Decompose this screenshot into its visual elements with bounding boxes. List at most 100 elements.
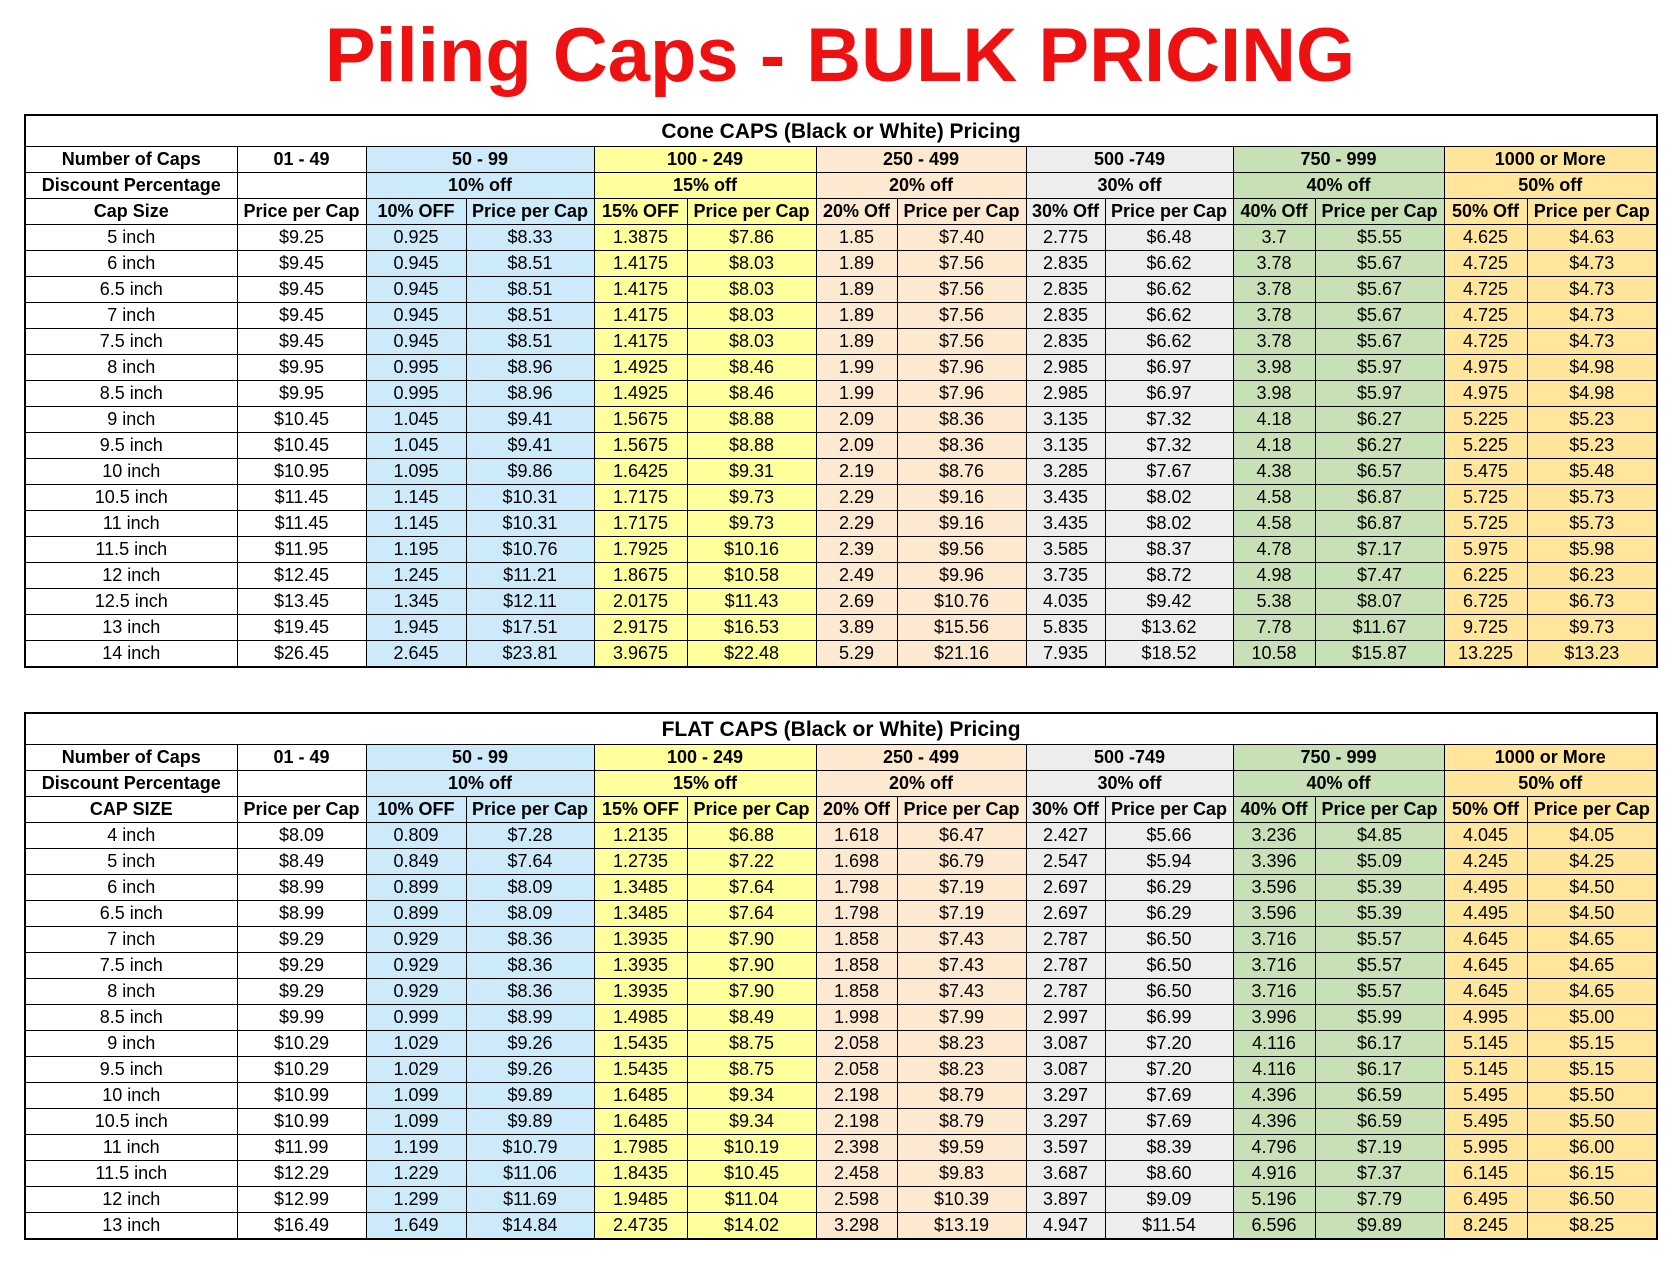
data-row: 10.5 inch $10.99 1.099 $9.89 1.6485 $9.34 2.19… [24, 1108, 1658, 1135]
data-row: 11 inch $11.99 1.199 $10.79 1.7985 $10.19 2.39… [24, 1134, 1658, 1161]
data-cell: 5.495 [1443, 1082, 1528, 1109]
data-cell: 3.236 [1232, 822, 1316, 849]
data-row: 10.5 inch $11.45 1.145 $10.31 1.7175 $9.73 2.2… [24, 484, 1658, 511]
data-cell: 11.5 inch [24, 1160, 238, 1187]
data-cell: $7.22 [686, 848, 817, 875]
data-cell: $6.62 [1104, 302, 1234, 329]
data-cell: 3.7 [1232, 224, 1316, 251]
data-cell: 5 inch [24, 224, 238, 251]
data-cell: $6.62 [1104, 250, 1234, 277]
data-cell: 0.945 [365, 302, 467, 329]
caption-row: FLAT CAPS (Black or White) Pricing [24, 712, 1658, 745]
data-cell: 4.916 [1232, 1160, 1316, 1187]
column-header: Price per Cap [465, 796, 595, 823]
data-cell: $6.29 [1104, 900, 1234, 927]
column-header: Price per Cap [1314, 198, 1445, 225]
data-cell: 2.835 [1025, 276, 1106, 303]
data-cell: 3.716 [1232, 952, 1316, 979]
data-cell: 7 inch [24, 302, 238, 329]
data-cell: $8.09 [236, 822, 367, 849]
data-cell: $9.29 [236, 978, 367, 1005]
data-cell: $8.09 [465, 900, 595, 927]
data-row: 7.5 inch $9.45 0.945 $8.51 1.4175 $8.03 1.89 $7… [24, 328, 1658, 355]
data-cell: $8.96 [465, 354, 595, 381]
data-cell: 3.89 [815, 614, 898, 641]
data-cell: 4.725 [1443, 276, 1528, 303]
data-cell: $8.03 [686, 276, 817, 303]
data-cell: $13.19 [896, 1212, 1027, 1240]
data-cell: 4.975 [1443, 354, 1528, 381]
data-cell: $21.16 [896, 640, 1027, 668]
data-cell: 3.996 [1232, 1004, 1316, 1031]
data-row: 9 inch $10.29 1.029 $9.26 1.5435 $8.75 2.058 $8… [24, 1030, 1658, 1057]
data-cell: $9.45 [236, 276, 367, 303]
data-cell: 3.435 [1025, 510, 1106, 537]
data-cell: 4.78 [1232, 536, 1316, 563]
data-cell: 10.5 inch [24, 1108, 238, 1135]
data-cell: $7.47 [1314, 562, 1445, 589]
data-cell: 1.2135 [593, 822, 688, 849]
data-cell: $5.67 [1314, 328, 1445, 355]
data-cell: $10.45 [236, 432, 367, 459]
data-cell: 1.4175 [593, 328, 688, 355]
data-cell: $8.07 [1314, 588, 1445, 615]
data-cell: $9.26 [465, 1030, 595, 1057]
data-row: 9.5 inch $10.45 1.045 $9.41 1.5675 $8.88 2.09 $… [24, 432, 1658, 459]
data-cell: $7.90 [686, 978, 817, 1005]
data-cell: 5.38 [1232, 588, 1316, 615]
data-cell: $6.59 [1314, 1108, 1445, 1135]
data-cell: $10.31 [465, 484, 595, 511]
header-cell: 1000 or More [1443, 744, 1658, 771]
column-header: 40% Off [1232, 796, 1316, 823]
data-cell: $7.64 [686, 900, 817, 927]
data-row: 8.5 inch $9.95 0.995 $8.96 1.4925 $8.46 1.99 $7… [24, 380, 1658, 407]
data-cell: $9.73 [686, 484, 817, 511]
data-cell: $4.65 [1526, 978, 1658, 1005]
column-header: Price per Cap [1526, 796, 1658, 823]
data-cell: $9.29 [236, 952, 367, 979]
data-cell: $8.51 [465, 328, 595, 355]
data-cell: $7.56 [896, 276, 1027, 303]
data-cell: $23.81 [465, 640, 595, 668]
column-header: Price per Cap [465, 198, 595, 225]
data-cell: $11.54 [1104, 1212, 1234, 1240]
data-row: 6.5 inch $8.99 0.899 $8.09 1.3485 $7.64 1.798 $… [24, 900, 1658, 927]
data-cell: 4.245 [1443, 848, 1528, 875]
data-cell: 11.5 inch [24, 536, 238, 563]
data-cell: $4.85 [1314, 822, 1445, 849]
data-cell: 4.796 [1232, 1134, 1316, 1161]
data-cell: $8.33 [465, 224, 595, 251]
data-cell: $9.09 [1104, 1186, 1234, 1213]
data-cell: $5.48 [1526, 458, 1658, 485]
data-cell: 1.7925 [593, 536, 688, 563]
data-cell: 1.095 [365, 458, 467, 485]
data-row: 6 inch $8.99 0.899 $8.09 1.3485 $7.64 1.798 $7.… [24, 874, 1658, 901]
data-cell: $5.39 [1314, 874, 1445, 901]
data-cell: $10.16 [686, 536, 817, 563]
data-cell: 4.396 [1232, 1082, 1316, 1109]
data-cell: $9.25 [236, 224, 367, 251]
data-cell: 5.29 [815, 640, 898, 668]
data-cell: 4.116 [1232, 1030, 1316, 1057]
data-cell: $7.40 [896, 224, 1027, 251]
data-cell: 1.345 [365, 588, 467, 615]
data-cell: $7.64 [686, 874, 817, 901]
data-cell: 12.5 inch [24, 588, 238, 615]
data-cell: $7.56 [896, 328, 1027, 355]
data-cell: 1.89 [815, 302, 898, 329]
data-cell: $9.41 [465, 432, 595, 459]
data-cell: 6.725 [1443, 588, 1528, 615]
data-cell: $15.87 [1314, 640, 1445, 668]
header-cell: 15% off [593, 770, 817, 797]
data-cell: 3.135 [1025, 406, 1106, 433]
header-cell: 10% off [365, 770, 595, 797]
header-cell: 250 - 499 [815, 744, 1027, 771]
data-cell: $7.96 [896, 380, 1027, 407]
data-cell: $7.90 [686, 926, 817, 953]
data-cell: 4.38 [1232, 458, 1316, 485]
data-cell: 5.725 [1443, 484, 1528, 511]
data-cell: $8.25 [1526, 1212, 1658, 1240]
data-cell: 2.49 [815, 562, 898, 589]
data-cell: 5.225 [1443, 406, 1528, 433]
data-cell: 1.99 [815, 354, 898, 381]
